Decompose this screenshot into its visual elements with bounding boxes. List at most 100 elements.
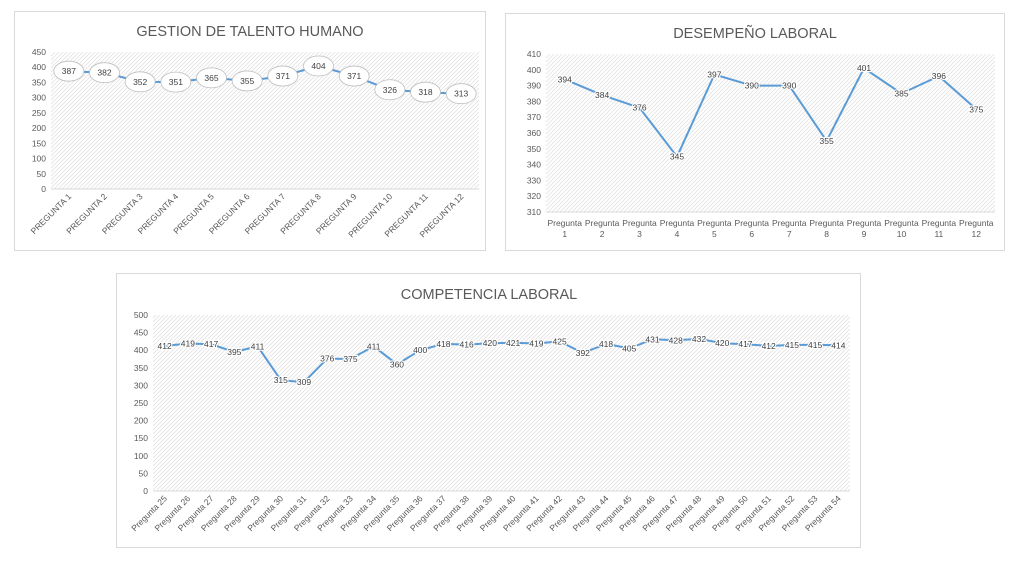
data-label: 351 xyxy=(169,77,183,87)
data-point xyxy=(534,342,538,346)
data-label: 390 xyxy=(745,81,759,91)
data-label-bubble xyxy=(53,60,85,82)
x-tick-label-line: 7 xyxy=(787,229,792,239)
plot-area xyxy=(546,54,995,212)
x-tick-label: Pregunta 1 xyxy=(547,218,582,239)
y-tick-label: 50 xyxy=(37,169,47,179)
x-tick-label-line: 4 xyxy=(675,229,680,239)
y-tick-label: 200 xyxy=(32,123,46,133)
data-label: 431 xyxy=(645,334,659,344)
data-label: 411 xyxy=(367,341,381,351)
chart-title: DESEMPEÑO LABORAL xyxy=(673,25,837,42)
y-tick-label: 0 xyxy=(41,184,46,194)
data-label-bubble xyxy=(89,62,120,84)
y-tick-label: 100 xyxy=(32,154,46,164)
data-label: 395 xyxy=(227,347,241,357)
data-label: 411 xyxy=(251,341,265,351)
data-label-bubble xyxy=(374,79,406,101)
data-point xyxy=(790,343,794,347)
chart-title: COMPETENCIA LABORAL xyxy=(401,287,577,303)
data-label: 428 xyxy=(669,335,683,345)
x-tick-label: Pregunta 11 xyxy=(922,218,957,239)
y-tick-label: 450 xyxy=(134,328,148,338)
y-tick-label: 400 xyxy=(134,345,148,355)
chart-card-desempeno-laboral: DESEMPEÑO LABORAL 310 320 330 340 350 360 370 3… xyxy=(505,13,1005,251)
data-label: 390 xyxy=(782,81,796,91)
data-point xyxy=(302,380,306,384)
data-label: 315 xyxy=(274,375,288,385)
data-label: 360 xyxy=(390,359,404,369)
x-tick-label-line: Pregunta xyxy=(585,218,620,228)
data-label: 355 xyxy=(240,76,254,86)
data-point xyxy=(395,362,399,366)
x-tick-label: Pregunta 9 xyxy=(847,218,882,239)
y-tick-label: 310 xyxy=(527,207,541,217)
data-point xyxy=(674,338,678,342)
x-tick-label-line: Pregunta xyxy=(660,218,695,228)
y-tick-label: 200 xyxy=(134,416,148,426)
data-label: 401 xyxy=(857,63,871,73)
y-tick-label: 330 xyxy=(527,175,541,185)
data-point xyxy=(348,357,352,361)
x-tick-label-line: Pregunta xyxy=(884,218,919,228)
data-point xyxy=(697,337,701,341)
data-label: 425 xyxy=(552,336,566,346)
x-tick-label: Pregunta 8 xyxy=(809,218,844,239)
y-tick-label: 250 xyxy=(134,398,148,408)
x-tick-label-line: Pregunta xyxy=(922,218,957,228)
y-tick-label: 400 xyxy=(32,62,46,72)
x-tick-label-line: Pregunta xyxy=(809,218,844,228)
x-tick-label: Pregunta 12 xyxy=(959,218,994,239)
data-point xyxy=(209,342,213,346)
x-tick-label-line: 2 xyxy=(600,229,605,239)
x-tick-label-line: 1 xyxy=(562,229,567,239)
data-label: 352 xyxy=(133,77,147,87)
y-tick-label: 370 xyxy=(527,112,541,122)
data-label: 412 xyxy=(158,341,172,351)
y-tick-label: 350 xyxy=(134,363,148,373)
data-label: 326 xyxy=(383,85,397,95)
y-tick-label: 380 xyxy=(527,96,541,106)
data-label: 420 xyxy=(715,338,729,348)
chart-card-gestion-talento: GESTION DE TALENTO HUMANO 0 50 100 150 200 25… xyxy=(14,11,486,251)
data-point xyxy=(813,343,817,347)
y-tick-label: 300 xyxy=(134,380,148,390)
x-tick-label: Pregunta 4 xyxy=(660,218,695,239)
data-label: 375 xyxy=(343,354,357,364)
data-label: 318 xyxy=(418,87,432,97)
data-point xyxy=(465,343,469,347)
data-point xyxy=(974,107,978,111)
data-label-bubble xyxy=(445,83,477,105)
data-label: 397 xyxy=(707,70,721,80)
x-tick-label-line: Pregunta xyxy=(959,218,994,228)
data-point xyxy=(163,344,167,348)
data-label: 313 xyxy=(454,89,468,99)
x-tick-label: Pregunta 2 xyxy=(585,218,620,239)
data-label: 371 xyxy=(347,71,361,81)
data-label-bubble xyxy=(160,71,192,93)
data-point xyxy=(743,342,747,346)
data-label: 375 xyxy=(969,104,983,114)
chart-desempeno-laboral: DESEMPEÑO LABORAL 3103203303403503603703… xyxy=(527,25,995,239)
data-point xyxy=(279,378,283,382)
data-label: 418 xyxy=(599,339,613,349)
x-tick-label-line: Pregunta xyxy=(847,218,882,228)
data-point xyxy=(899,92,903,95)
data-label: 416 xyxy=(460,340,474,350)
data-label-bubble xyxy=(124,71,156,93)
x-tick-label: Pregunta 6 xyxy=(735,218,770,239)
data-label: 385 xyxy=(894,89,908,99)
data-label: 400 xyxy=(413,345,427,355)
data-point xyxy=(418,348,422,352)
x-tick-label: Pregunta 5 xyxy=(697,218,732,239)
data-label: 419 xyxy=(529,339,543,349)
chart-competencia-laboral: COMPETENCIA LABORAL 0 50 100 150 200 250 300 35… xyxy=(129,287,850,533)
x-tick-label-line: Pregunta xyxy=(697,218,732,228)
data-point xyxy=(638,106,642,110)
y-tick-label: 320 xyxy=(527,191,541,201)
y-tick-label: 300 xyxy=(32,93,46,103)
data-label: 420 xyxy=(483,338,497,348)
series-line xyxy=(564,67,977,158)
y-tick-label: 390 xyxy=(527,81,541,91)
data-label-bubble xyxy=(338,65,370,87)
